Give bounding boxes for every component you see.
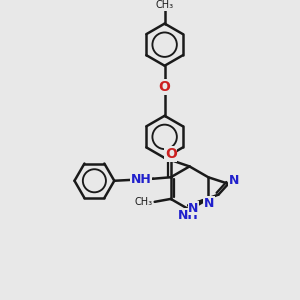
Text: CH₃: CH₃	[156, 0, 174, 11]
Text: O: O	[159, 80, 171, 94]
Text: NH: NH	[178, 208, 198, 221]
Text: NH: NH	[131, 173, 152, 186]
Text: O: O	[165, 147, 177, 161]
Text: N: N	[228, 174, 239, 187]
Text: CH₃: CH₃	[134, 197, 152, 207]
Text: N: N	[204, 197, 214, 210]
Text: N: N	[188, 202, 199, 215]
